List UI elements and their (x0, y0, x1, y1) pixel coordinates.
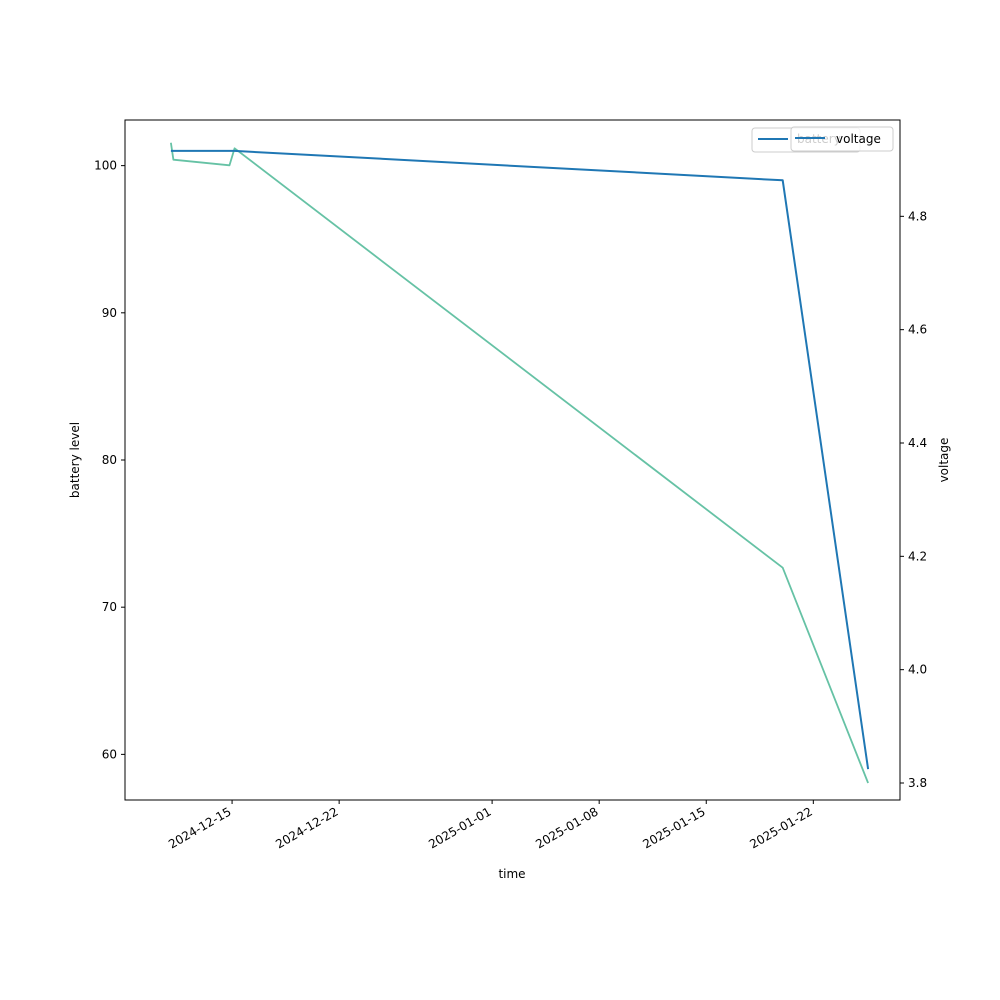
y-tick-label-2: 80 (102, 453, 117, 467)
y2-tick-label-1: 4.0 (908, 663, 927, 677)
x-axis-title: time (498, 867, 525, 881)
plot-lines (170, 142, 870, 784)
y2-tick-label-2: 4.2 (908, 549, 927, 563)
y-tick-label-4: 100 (94, 159, 117, 173)
y-tick-label-0: 60 (102, 747, 117, 761)
y2-tick-label-0: 3.8 (908, 776, 927, 790)
series-line-battery (170, 149, 870, 770)
y2-tick-label-3: 4.4 (908, 436, 927, 450)
y2-axis-title: voltage (937, 438, 951, 483)
y-axis-ticks: 60 70 80 90 100 (94, 159, 125, 761)
y2-tick-label-4: 4.6 (908, 323, 927, 337)
series-line-voltage (170, 142, 869, 784)
legend-voltage-label: voltage (836, 132, 881, 146)
y2-tick-label-5: 4.8 (908, 209, 927, 223)
y2-axis-ticks: 3.8 4.0 4.2 4.4 4.6 4.8 (900, 209, 927, 790)
legend-voltage-frame (790, 126, 894, 152)
y-axis-title: battery level (68, 422, 82, 498)
y-tick-label-1: 70 (102, 600, 117, 614)
legend-voltage: voltage (790, 126, 894, 152)
y-tick-label-3: 90 (102, 306, 117, 320)
